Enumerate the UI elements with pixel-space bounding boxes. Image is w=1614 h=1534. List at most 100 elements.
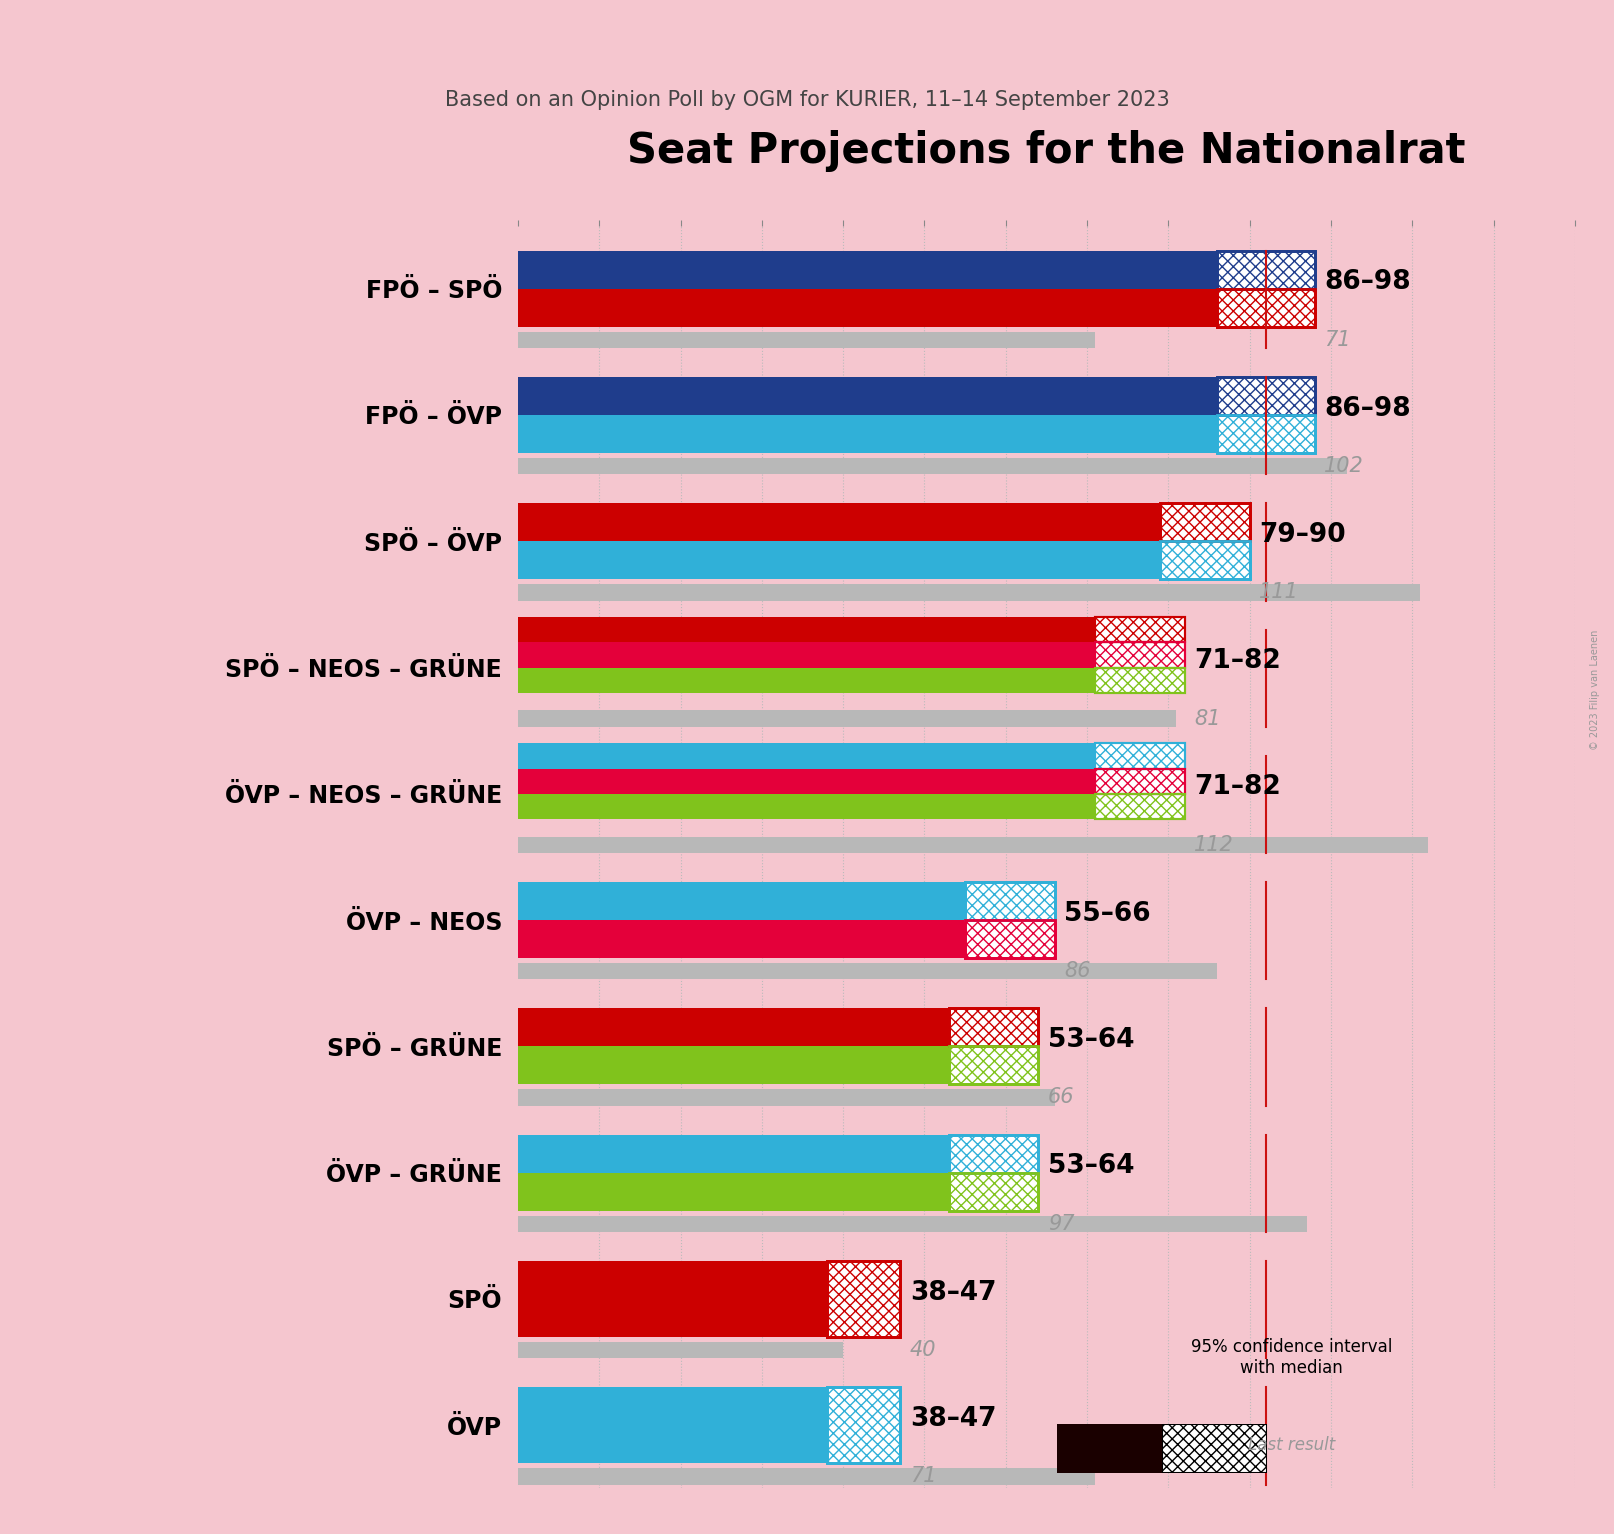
Bar	[1160, 503, 1249, 542]
Text: Based on an Opinion Poll by OGM for KURIER, 11–14 September 2023: Based on an Opinion Poll by OGM for KURI…	[444, 89, 1170, 110]
Bar	[1096, 667, 1185, 693]
Text: 55–66: 55–66	[1064, 900, 1151, 927]
Bar	[1096, 643, 1185, 667]
Bar	[965, 882, 1054, 920]
Bar	[1096, 643, 1185, 667]
Bar	[518, 250, 1217, 288]
Text: 81: 81	[1194, 709, 1220, 729]
Bar	[965, 920, 1054, 957]
Bar	[1160, 503, 1249, 542]
Bar	[826, 1261, 901, 1336]
Bar	[518, 710, 1177, 727]
Bar	[1096, 617, 1185, 643]
Bar	[949, 1135, 1038, 1172]
Text: 86: 86	[1064, 962, 1091, 982]
Bar	[1096, 769, 1185, 793]
Bar	[518, 584, 1420, 601]
Bar	[518, 1215, 1307, 1232]
Bar	[1217, 288, 1315, 327]
Text: 97: 97	[1047, 1213, 1075, 1233]
Bar	[518, 1468, 1096, 1485]
Bar	[1096, 769, 1185, 793]
Text: 71: 71	[1325, 330, 1351, 350]
Bar	[518, 769, 1096, 793]
Bar	[518, 793, 1096, 819]
Bar	[518, 1261, 826, 1336]
Bar	[1160, 542, 1249, 580]
Bar	[518, 459, 1348, 474]
Title: Seat Projections for the Nationalrat: Seat Projections for the Nationalrat	[628, 130, 1466, 172]
Text: 79–90: 79–90	[1259, 522, 1346, 548]
Bar	[1217, 416, 1315, 453]
Bar	[1217, 416, 1315, 453]
Bar	[1217, 377, 1315, 416]
Bar	[949, 1008, 1038, 1046]
Bar	[965, 920, 1054, 957]
Text: 111: 111	[1259, 583, 1299, 603]
Bar	[1096, 617, 1185, 643]
Bar	[518, 1046, 949, 1085]
Bar	[1217, 416, 1315, 453]
Bar	[1096, 617, 1185, 643]
Text: 112: 112	[1194, 834, 1235, 854]
Bar	[1096, 667, 1185, 693]
Bar	[518, 836, 1428, 853]
Bar	[826, 1261, 901, 1336]
Bar	[826, 1387, 901, 1463]
Text: 71–82: 71–82	[1194, 649, 1282, 675]
Bar	[1096, 643, 1185, 667]
Bar	[518, 882, 965, 920]
Bar	[1217, 377, 1315, 416]
Bar	[1217, 288, 1315, 327]
Bar	[826, 1387, 901, 1463]
Bar	[1217, 377, 1315, 416]
Bar	[1217, 250, 1315, 288]
Bar	[518, 503, 1160, 542]
Text: 71: 71	[910, 1467, 936, 1486]
Text: 53–64: 53–64	[1047, 1028, 1135, 1052]
Bar	[949, 1008, 1038, 1046]
Text: 102: 102	[1325, 456, 1364, 476]
Bar	[965, 882, 1054, 920]
Bar	[1160, 542, 1249, 580]
Bar	[965, 920, 1054, 957]
Bar	[1096, 744, 1185, 769]
Bar	[965, 882, 1054, 920]
Text: 86–98: 86–98	[1325, 270, 1411, 296]
Bar	[1096, 769, 1185, 793]
Text: 38–47: 38–47	[910, 1405, 996, 1431]
Bar	[1217, 288, 1315, 327]
Text: 95% confidence interval
with median: 95% confidence interval with median	[1191, 1338, 1391, 1378]
Bar	[949, 1172, 1038, 1210]
Text: 71–82: 71–82	[1194, 775, 1282, 801]
Bar	[518, 377, 1217, 416]
Text: 40: 40	[910, 1341, 936, 1361]
Bar	[518, 643, 1096, 667]
Bar	[1096, 667, 1185, 693]
Bar	[949, 1008, 1038, 1046]
Bar	[1096, 744, 1185, 769]
Bar	[826, 1261, 901, 1336]
Bar	[949, 1172, 1038, 1210]
Bar	[1096, 744, 1185, 769]
Bar	[518, 920, 965, 957]
Bar	[518, 542, 1160, 580]
Bar	[518, 1135, 949, 1172]
Bar	[949, 1046, 1038, 1085]
Bar	[1096, 793, 1185, 819]
Bar	[518, 1387, 826, 1463]
Bar	[949, 1046, 1038, 1085]
Bar	[949, 1135, 1038, 1172]
Bar	[1096, 793, 1185, 819]
Text: Last result: Last result	[1248, 1436, 1335, 1454]
Bar	[518, 667, 1096, 693]
Text: 66: 66	[1047, 1088, 1075, 1108]
Bar	[949, 1135, 1038, 1172]
Bar	[518, 1008, 949, 1046]
Bar	[518, 1089, 1054, 1106]
Text: 38–47: 38–47	[910, 1279, 996, 1305]
Bar	[518, 1342, 843, 1358]
Bar	[518, 617, 1096, 643]
Text: 53–64: 53–64	[1047, 1154, 1135, 1180]
Bar	[518, 963, 1217, 979]
